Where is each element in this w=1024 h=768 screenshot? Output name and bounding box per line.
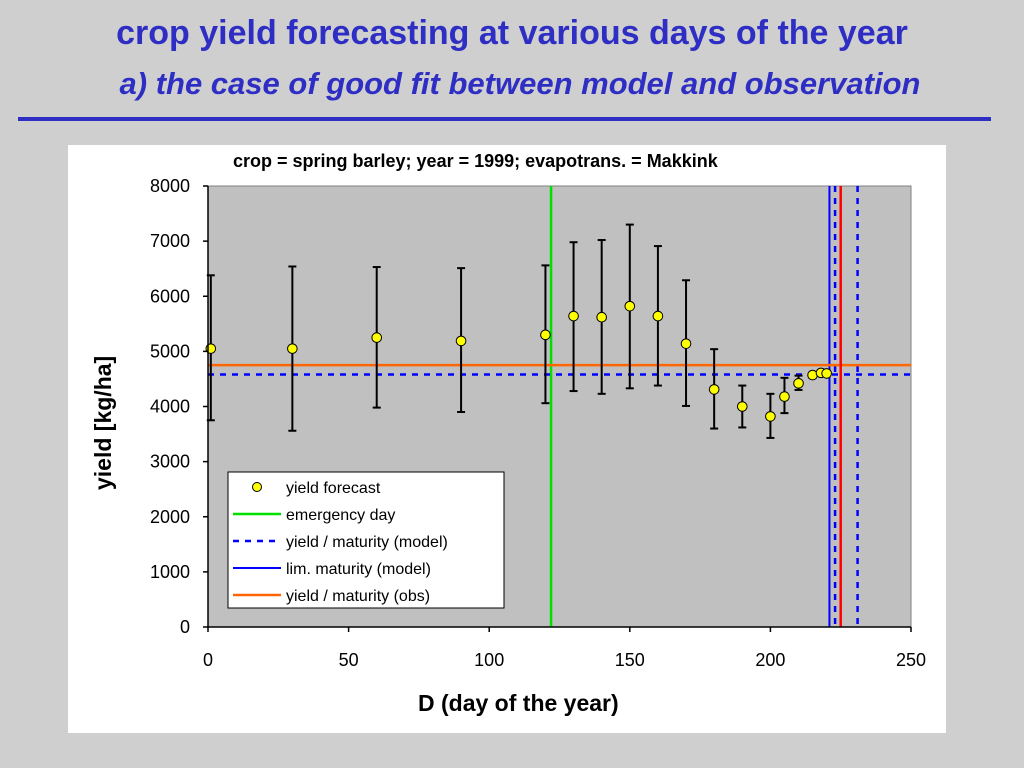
forecast-point [708,384,720,395]
legend-item-lim-maturity: lim. maturity (model) [233,561,431,578]
legend-label: yield / maturity (model) [286,534,448,551]
chart-title: crop = spring barley; year = 1999; evapo… [233,151,719,171]
forecast-point [793,378,804,389]
chart-svg: 0 1000 2000 3000 4000 5000 6000 7000 8000 0 50 100 1… [90,151,926,716]
reference-lines [208,186,911,627]
forecast-point [540,329,551,341]
title-divider [18,117,991,121]
y-tick-label: 3000 [150,452,190,472]
slide-title: crop yield forecasting at various days o… [116,14,908,52]
forecast-point [652,310,664,322]
legend-label: yield / maturity (obs) [286,588,430,605]
legend-label: emergency day [286,507,395,524]
slide-subtitle: a) the case of good fit between model an… [119,66,921,101]
forecast-point [821,368,832,379]
y-tick-label: 2000 [150,507,190,527]
legend-item-emergency-day: emergency day [233,507,395,524]
forecast-point [765,411,776,422]
y-tick-label: 5000 [150,341,190,361]
x-tick-label: 200 [755,650,785,670]
forecast-point [371,332,383,343]
y-tick-label: 7000 [150,231,190,251]
y-tick-label: 1000 [150,562,190,582]
legend-box [227,471,505,609]
legend-marker-icon [252,482,262,492]
legend-label: lim. maturity (model) [286,561,431,578]
x-tick-label: 100 [474,650,504,670]
legend: yield forecast emergency day yield / mat… [227,471,505,609]
legend-item-obs-yield: yield / maturity (obs) [233,588,430,605]
forecast-point [680,338,692,349]
legend-item-yield-forecast: yield forecast [252,480,381,497]
y-tick-label: 0 [180,617,190,637]
x-tick-label: 250 [896,650,926,670]
chart-panel: 0 1000 2000 3000 4000 5000 6000 7000 8000 0 50 100 1… [68,145,946,733]
x-tick-label: 150 [615,650,645,670]
y-tick-label: 4000 [150,397,190,417]
x-tick-label: 0 [203,650,213,670]
y-tick-label: 6000 [150,286,190,306]
forecast-markers [205,300,832,422]
forecast-point [455,335,467,347]
x-axis-label: D (day of the year) [418,690,619,716]
legend-item-model-yield: yield / maturity (model) [233,534,448,551]
y-tick-label: 8000 [150,176,190,196]
forecast-point [287,343,298,354]
forecast-point [568,310,579,322]
x-tick-label: 50 [339,650,359,670]
forecast-point [779,391,790,402]
legend-label: yield forecast [286,480,381,497]
y-axis-label: yield [kg/ha] [90,356,116,490]
forecast-point [736,401,748,412]
forecast-point [596,311,607,323]
forecast-point [624,300,636,312]
axis-ticks: 0 1000 2000 3000 4000 5000 6000 7000 8000 0 50 100 1… [150,176,926,670]
